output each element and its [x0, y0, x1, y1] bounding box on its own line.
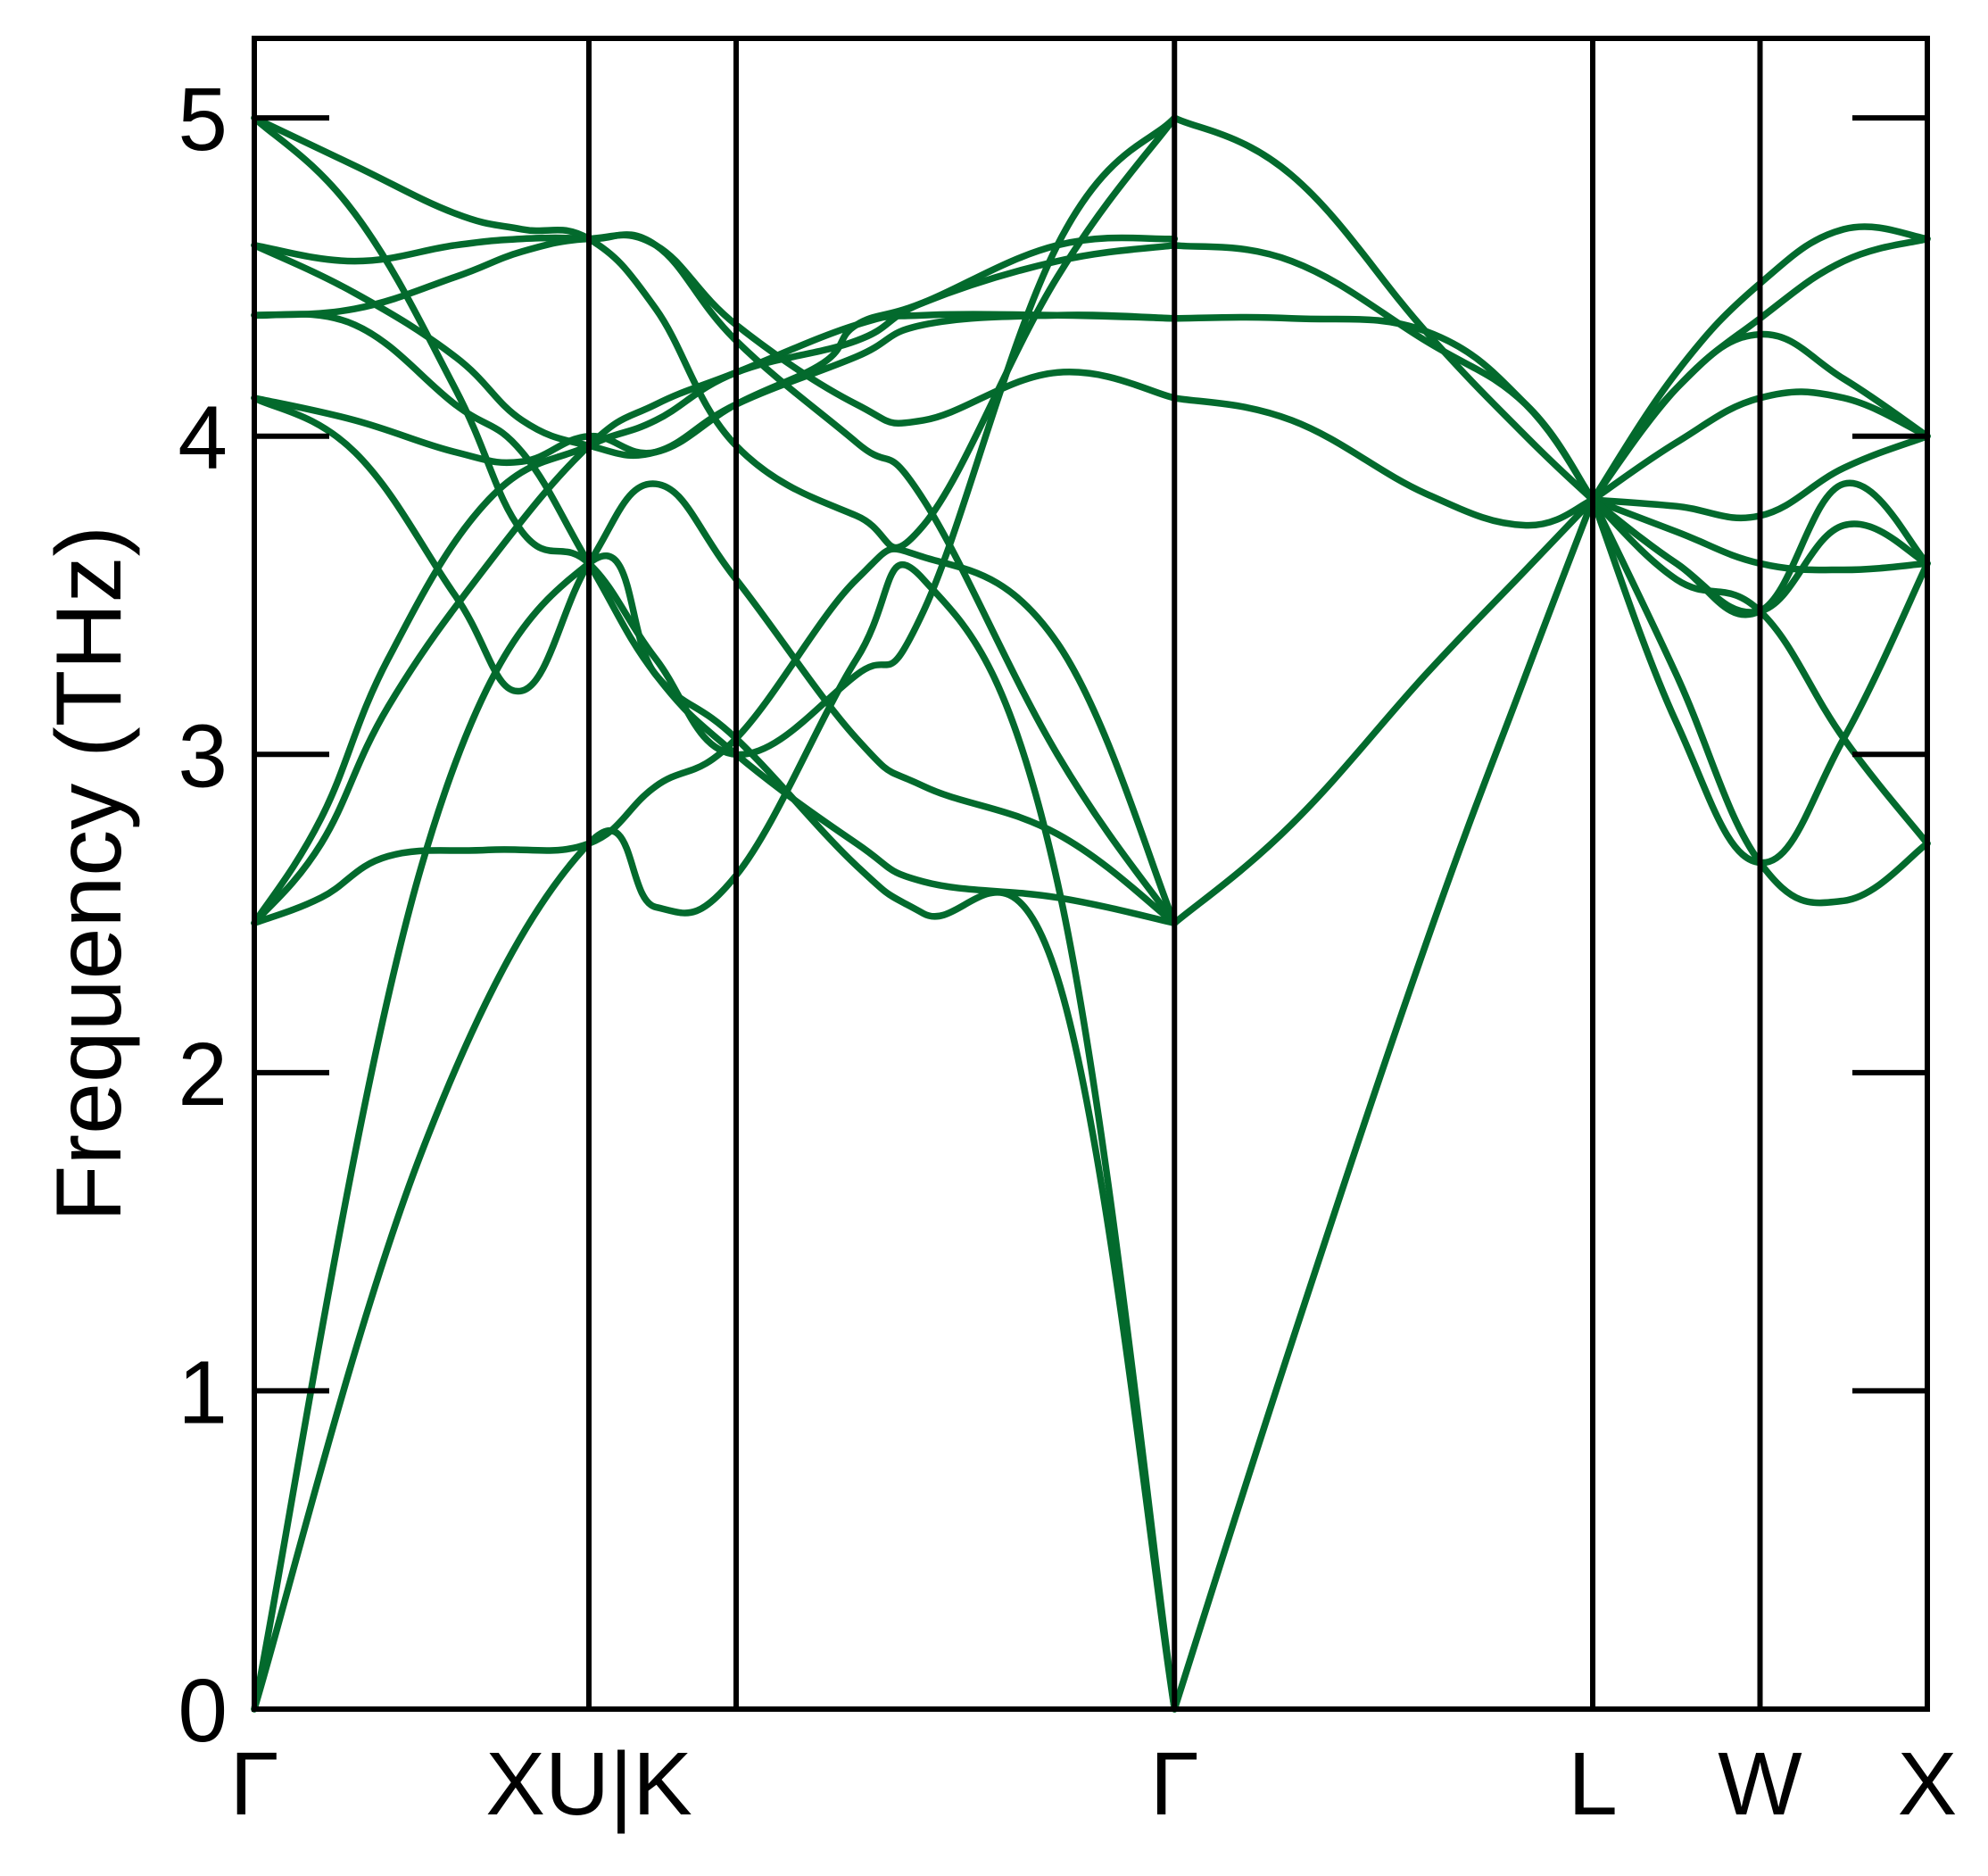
- band-line-18: [1171, 242, 1596, 503]
- symmetry-lines: [586, 38, 1763, 1709]
- x-tick-label: Γ: [1150, 1734, 1199, 1834]
- plot-frame: [252, 36, 1930, 1712]
- band-line-13: [251, 114, 1179, 759]
- band-line-29: [1589, 496, 1931, 867]
- x-tick-label: W: [1718, 1734, 1802, 1834]
- band-line-9: [251, 242, 1179, 460]
- y-tick-label: 4: [178, 388, 228, 488]
- x-tick-label: L: [1568, 1734, 1618, 1834]
- band-line-1: [251, 561, 1179, 1713]
- band-line-10: [251, 231, 1179, 927]
- band-line-15: [1171, 496, 1596, 927]
- band-line-20: [1589, 496, 1931, 907]
- x-tick-label: X: [1898, 1734, 1958, 1834]
- band-line-19: [1171, 114, 1596, 503]
- band-line-12: [251, 114, 1179, 552]
- band-line-7: [251, 394, 1179, 927]
- x-tick-label: XU|K: [485, 1734, 692, 1834]
- y-tick-label: 2: [178, 1025, 228, 1125]
- band-line-26: [1589, 223, 1931, 503]
- y-tick-label: 0: [178, 1661, 228, 1761]
- band-line-16: [1171, 394, 1596, 529]
- band-line-8: [251, 311, 1179, 927]
- y-axis-label: Frequency (THz): [37, 526, 141, 1222]
- y-tick-label: 3: [178, 706, 228, 806]
- band-layer: [251, 114, 1931, 1713]
- y-tick-label: 1: [178, 1342, 228, 1442]
- band-line-2: [251, 552, 1179, 1713]
- band-line-28: [1589, 496, 1931, 847]
- band-line-4: [251, 311, 1179, 927]
- band-line-30: [1589, 479, 1931, 618]
- y-tick-label: 5: [178, 70, 228, 170]
- band-line-3: [251, 545, 1179, 927]
- band-line-5: [251, 242, 1179, 927]
- band-line-11: [251, 231, 1179, 427]
- tick-layer: 0 1 2 3 4 5 Γ XU|K Γ L W X: [178, 70, 1957, 1834]
- x-tick-label: Γ: [229, 1734, 278, 1834]
- band-line-14: [1171, 496, 1596, 1713]
